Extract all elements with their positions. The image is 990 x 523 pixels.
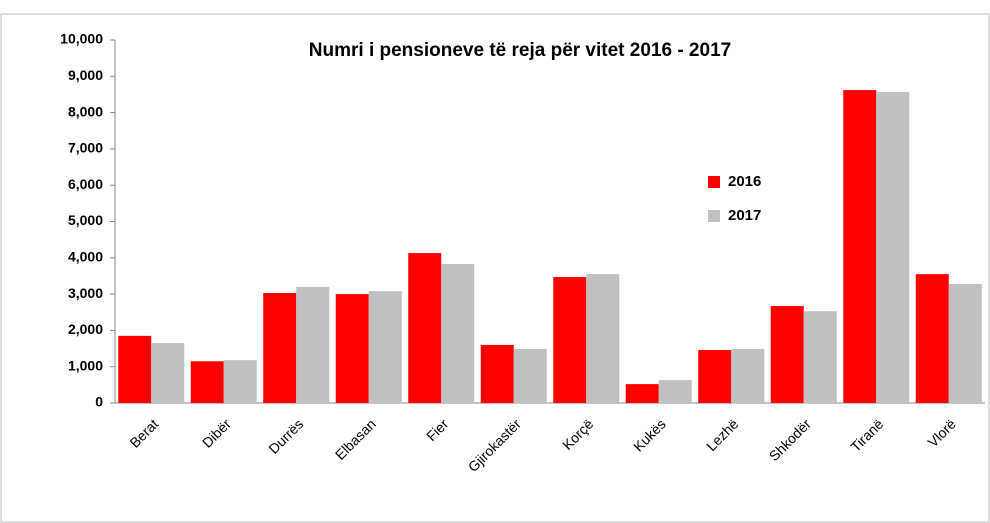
y-tick-label: 0 [95,394,103,410]
bar [368,291,402,403]
bar [151,343,185,403]
y-tick-label: 1,000 [68,357,103,373]
bar [586,274,620,403]
y-tick-label: 7,000 [68,140,103,156]
bar [296,286,330,403]
bar [625,384,659,403]
legend-label: 2017 [728,207,761,224]
y-tick-label: 5,000 [68,212,103,228]
y-tick-label: 3,000 [68,285,103,301]
y-tick-label: 4,000 [68,249,103,265]
bar [408,253,442,403]
bar [335,294,369,403]
bar [658,380,692,403]
bar [698,350,732,403]
bar [731,348,765,403]
bar [915,274,949,403]
bar [770,306,804,403]
y-tick-label: 6,000 [68,176,103,192]
bar [553,277,587,403]
bar [118,335,152,403]
chart-frame [0,13,990,523]
y-tick-label: 9,000 [68,67,103,83]
legend-swatch [708,176,720,188]
bar [263,293,297,403]
y-tick-label: 10,000 [60,31,103,47]
legend-swatch [708,210,720,222]
chart-title: Numri i pensioneve të reja për vitet 201… [309,40,731,61]
bar [441,263,475,403]
bar [948,283,982,403]
bar [190,361,224,403]
legend-label: 2016 [728,173,761,190]
bar [803,311,837,403]
bar [876,91,910,403]
y-tick-label: 2,000 [68,321,103,337]
y-tick-label: 8,000 [68,103,103,119]
bar [843,90,877,404]
bar [480,344,514,403]
bar [223,360,257,403]
bar [513,348,547,403]
